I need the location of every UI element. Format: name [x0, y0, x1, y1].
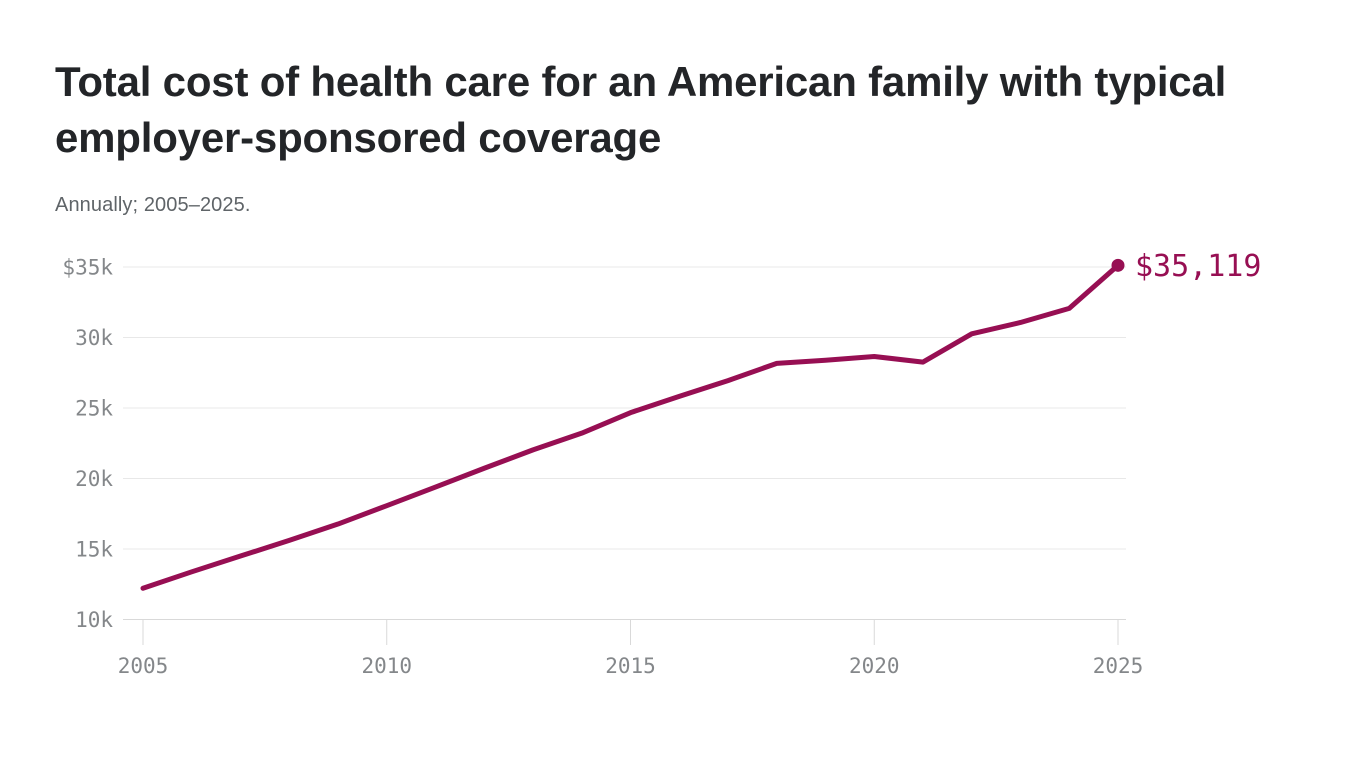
chart-header: Total cost of health care for an America… — [55, 54, 1265, 217]
y-axis-label: 10k — [75, 608, 113, 632]
x-axis-label: 2010 — [361, 654, 412, 678]
end-point-dot — [1111, 258, 1125, 272]
x-axis-label: 2025 — [1093, 654, 1144, 678]
line-chart: $35k 30k 25k 20k 15k 10k 2005 2010 2015 2020 2025… — [62, 249, 1261, 678]
y-axis-label: 30k — [75, 326, 113, 350]
y-axis-label: $35k — [62, 256, 113, 280]
end-value-label: $35,119 — [1135, 249, 1261, 284]
y-axis-label: 20k — [75, 467, 113, 491]
x-axis-label: 2020 — [849, 654, 900, 678]
x-axis-label: 2015 — [605, 654, 656, 678]
y-axis-label: 15k — [75, 538, 113, 562]
chart-subtitle: Annually; 2005–2025. — [55, 194, 251, 216]
y-axis-label: 25k — [75, 397, 113, 421]
data-series: $35,119 — [140, 249, 1261, 591]
cost-line — [140, 262, 1121, 591]
gridlines: $35k 30k 25k 20k 15k 10k — [62, 256, 1126, 632]
chart-title: Total cost of health care for an America… — [55, 58, 1227, 161]
x-axis-label: 2005 — [118, 654, 169, 678]
x-axis: 2005 2010 2015 2020 2025 — [118, 620, 1144, 678]
